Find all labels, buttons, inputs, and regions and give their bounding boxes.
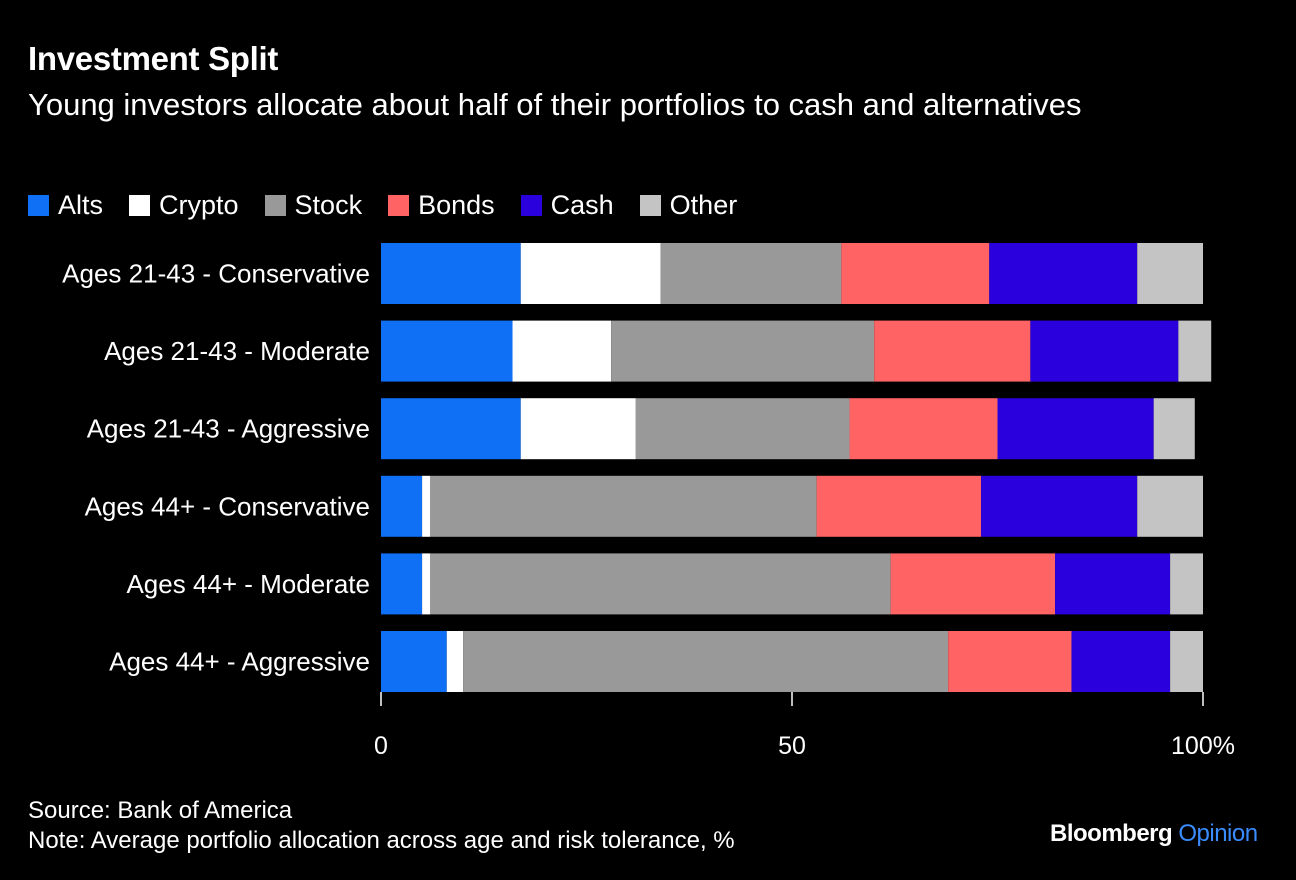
bar-segment-bonds <box>849 398 998 460</box>
bar-segment-crypto <box>422 553 431 615</box>
bar-segment-other <box>1170 553 1203 615</box>
bar-segment-bonds <box>816 475 982 537</box>
chart-subtitle: Young investors allocate about half of t… <box>28 87 1082 122</box>
bar-segment-stock <box>463 631 949 692</box>
bar-segment-other <box>1137 243 1203 304</box>
x-tick-label: 0 <box>374 732 388 760</box>
legend-item-stock: Stock <box>264 190 363 221</box>
bar-segment-bonds <box>890 553 1056 615</box>
bar-segment-stock <box>430 475 817 537</box>
logo-brand: Bloomberg <box>1050 820 1173 847</box>
footnotes: Source: Bank of America Note: Average po… <box>28 796 735 856</box>
legend-item-cash: Cash <box>520 190 614 221</box>
bar-segment-alts <box>381 553 423 615</box>
chart-title: Investment Split <box>28 40 279 77</box>
legend: Alts Crypto Stock Bonds Cash Other <box>28 190 763 221</box>
bar-segment-stock <box>611 320 875 382</box>
bar-segment-bonds <box>841 243 990 304</box>
bar-segment-stock <box>660 243 842 304</box>
bar-segment-stock <box>635 398 850 460</box>
bar-segment-bonds <box>948 631 1072 692</box>
legend-swatch <box>388 195 410 216</box>
x-tick-label: 100% <box>1171 732 1235 760</box>
category-label: Ages 44+ - Aggressive <box>109 647 370 677</box>
bar-segment-bonds <box>874 320 1031 382</box>
legend-label: Bonds <box>418 190 495 220</box>
bar-segment-crypto <box>520 398 636 460</box>
legend-swatch <box>520 195 542 216</box>
legend-label: Alts <box>58 190 104 220</box>
x-tick-label: 50 <box>778 732 806 760</box>
bar-segment-cash <box>1030 320 1179 382</box>
legend-item-other: Other <box>639 190 738 221</box>
bar-segment-other <box>1153 398 1195 460</box>
category-label: Ages 21-43 - Aggressive <box>87 414 370 444</box>
bar-segment-stock <box>430 553 891 615</box>
bar-segment-cash <box>981 475 1138 537</box>
bar-segment-cash <box>1071 631 1171 692</box>
legend-label: Other <box>669 190 738 220</box>
logo-suffix: Opinion <box>1178 820 1258 847</box>
legend-label: Crypto <box>159 190 239 220</box>
bar-segment-other <box>1170 631 1203 692</box>
legend-label: Stock <box>294 190 363 220</box>
bar-segment-crypto <box>422 475 431 537</box>
bar-segment-cash <box>1055 553 1171 615</box>
category-label: Ages 21-43 - Conservative <box>62 259 370 289</box>
bloomberg-opinion-logo: Bloomberg Opinion <box>1050 820 1258 848</box>
bar-segment-alts <box>381 243 521 304</box>
source-text: Source: Bank of America <box>28 797 293 824</box>
legend-item-alts: Alts <box>28 190 103 221</box>
legend-swatch <box>129 195 151 216</box>
note-text: Note: Average portfolio allocation acros… <box>28 827 735 854</box>
bar-segment-other <box>1137 475 1203 537</box>
bar-segment-alts <box>381 320 513 382</box>
category-label: Ages 44+ - Moderate <box>126 569 370 599</box>
category-label: Ages 44+ - Conservative <box>85 491 370 521</box>
bar-segment-alts <box>381 398 521 460</box>
legend-item-bonds: Bonds <box>388 190 495 221</box>
bar-segment-crypto <box>512 320 612 382</box>
bar-segment-cash <box>989 243 1138 304</box>
bar-segment-crypto <box>520 243 661 304</box>
legend-swatch <box>264 195 286 216</box>
stacked-bar-chart: Ages 21-43 - Conservative Ages 21-43 - Mo… <box>62 243 1235 760</box>
bar-segment-alts <box>381 631 447 692</box>
bar-segment-alts <box>381 475 423 537</box>
legend-label: Cash <box>550 190 614 220</box>
bar-segment-other <box>1178 320 1212 382</box>
legend-swatch <box>639 195 661 216</box>
bar-segment-cash <box>997 398 1154 460</box>
category-label: Ages 21-43 - Moderate <box>104 336 370 366</box>
bar-segment-crypto <box>446 631 464 692</box>
legend-swatch <box>28 195 49 216</box>
legend-item-crypto: Crypto <box>129 190 239 221</box>
